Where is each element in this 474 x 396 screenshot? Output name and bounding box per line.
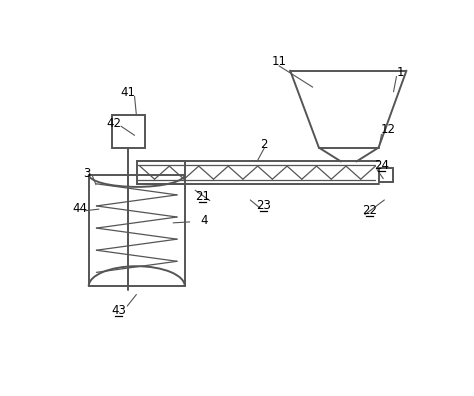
Text: 41: 41 xyxy=(121,86,136,99)
Text: 42: 42 xyxy=(106,117,121,129)
Bar xyxy=(379,168,392,181)
Text: 2: 2 xyxy=(261,138,268,151)
Text: 21: 21 xyxy=(195,190,210,204)
Text: 22: 22 xyxy=(362,204,377,217)
Bar xyxy=(112,115,145,148)
Text: 24: 24 xyxy=(374,159,389,172)
Text: 1: 1 xyxy=(397,66,405,79)
Text: 3: 3 xyxy=(83,167,91,180)
Bar xyxy=(89,175,185,286)
Text: 43: 43 xyxy=(111,304,126,317)
Text: 4: 4 xyxy=(201,214,208,227)
Text: 44: 44 xyxy=(72,202,87,215)
Text: 12: 12 xyxy=(381,123,395,136)
Text: 11: 11 xyxy=(272,55,286,68)
Text: 23: 23 xyxy=(255,199,271,212)
